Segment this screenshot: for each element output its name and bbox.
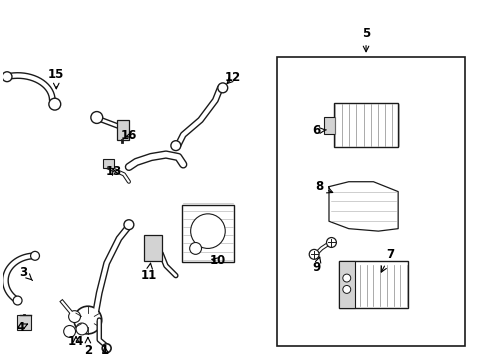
Circle shape — [74, 306, 102, 334]
Circle shape — [2, 72, 12, 82]
Text: 8: 8 — [315, 180, 333, 193]
Circle shape — [91, 112, 103, 123]
Text: 4: 4 — [16, 321, 27, 334]
Circle shape — [191, 214, 225, 248]
Circle shape — [13, 296, 22, 305]
Circle shape — [69, 311, 80, 323]
Text: 7: 7 — [381, 248, 395, 272]
Text: 11: 11 — [141, 263, 157, 282]
Circle shape — [124, 220, 134, 230]
Bar — [339, 261, 408, 308]
Text: 3: 3 — [20, 266, 32, 280]
Circle shape — [326, 238, 337, 247]
Circle shape — [343, 274, 351, 282]
Text: 5: 5 — [362, 27, 370, 52]
Polygon shape — [329, 182, 398, 231]
Bar — [182, 205, 234, 262]
Circle shape — [102, 344, 111, 353]
Circle shape — [49, 98, 61, 110]
Text: 10: 10 — [210, 254, 226, 267]
Circle shape — [309, 249, 319, 259]
Text: 9: 9 — [313, 257, 321, 274]
Bar — [17, 315, 30, 330]
Bar — [277, 57, 465, 346]
Bar — [324, 117, 335, 134]
Circle shape — [171, 141, 181, 150]
Bar — [334, 103, 398, 147]
Text: 2: 2 — [84, 337, 92, 357]
Bar — [103, 159, 114, 168]
Text: 14: 14 — [68, 335, 84, 348]
Circle shape — [76, 323, 88, 335]
Circle shape — [30, 251, 40, 260]
Text: 16: 16 — [121, 129, 137, 142]
Circle shape — [218, 83, 228, 93]
Circle shape — [190, 243, 201, 255]
Circle shape — [343, 285, 351, 293]
Bar — [144, 235, 163, 261]
Text: 1: 1 — [101, 344, 109, 357]
Text: 6: 6 — [313, 124, 326, 137]
Text: 15: 15 — [48, 68, 65, 89]
Text: 13: 13 — [106, 165, 122, 178]
Text: 12: 12 — [224, 72, 241, 85]
Bar — [339, 261, 355, 308]
Bar — [117, 120, 129, 140]
Circle shape — [64, 325, 75, 337]
